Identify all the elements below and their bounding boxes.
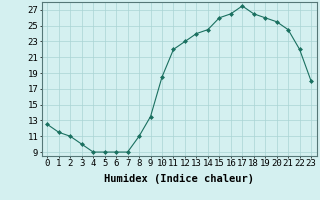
X-axis label: Humidex (Indice chaleur): Humidex (Indice chaleur) — [104, 174, 254, 184]
